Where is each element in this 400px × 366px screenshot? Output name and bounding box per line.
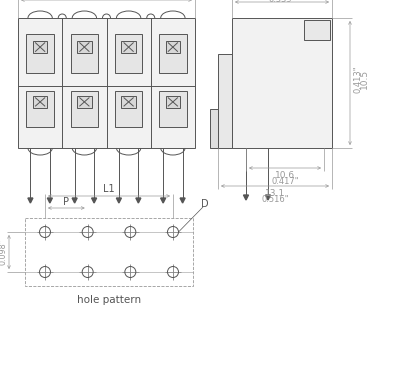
Polygon shape [92,198,97,203]
Polygon shape [266,195,270,200]
Text: 0.413": 0.413" [354,65,362,93]
Text: 0.098": 0.098" [0,239,8,265]
Polygon shape [161,198,166,203]
Bar [122,96,136,108]
Bar [166,96,180,108]
Bar [210,109,218,148]
Bar [166,41,180,53]
Text: D: D [201,199,209,209]
Polygon shape [136,198,141,203]
Bar [122,41,136,53]
Bar [159,91,186,127]
Polygon shape [47,198,52,203]
Text: 0.559": 0.559" [268,0,296,4]
Polygon shape [28,198,33,203]
Bar [18,18,195,148]
Bar [115,34,142,73]
Polygon shape [72,198,77,203]
Text: L1+P+0.055": L1+P+0.055" [78,0,134,3]
Bar [115,91,142,127]
Bar [33,41,47,53]
Polygon shape [116,198,121,203]
Bar [77,41,92,53]
Bar [232,18,332,148]
Bar [25,218,193,286]
Text: 10.6: 10.6 [275,172,295,180]
Text: L1: L1 [103,184,115,194]
Text: P: P [63,197,69,207]
Bar [71,34,98,73]
Text: 0.516": 0.516" [261,195,289,205]
Text: 13.1: 13.1 [265,190,285,198]
Bar [304,20,330,40]
Text: 0.417": 0.417" [271,178,299,187]
Bar [159,34,186,73]
Polygon shape [180,198,185,203]
Text: 10.5: 10.5 [360,69,368,89]
Bar [77,96,92,108]
Polygon shape [244,195,248,200]
Bar [26,34,54,73]
Bar [26,91,54,127]
Bar [71,91,98,127]
Text: 2.5: 2.5 [0,243,2,257]
Bar [218,55,232,148]
Bar [33,96,47,108]
Text: hole pattern: hole pattern [77,295,141,305]
